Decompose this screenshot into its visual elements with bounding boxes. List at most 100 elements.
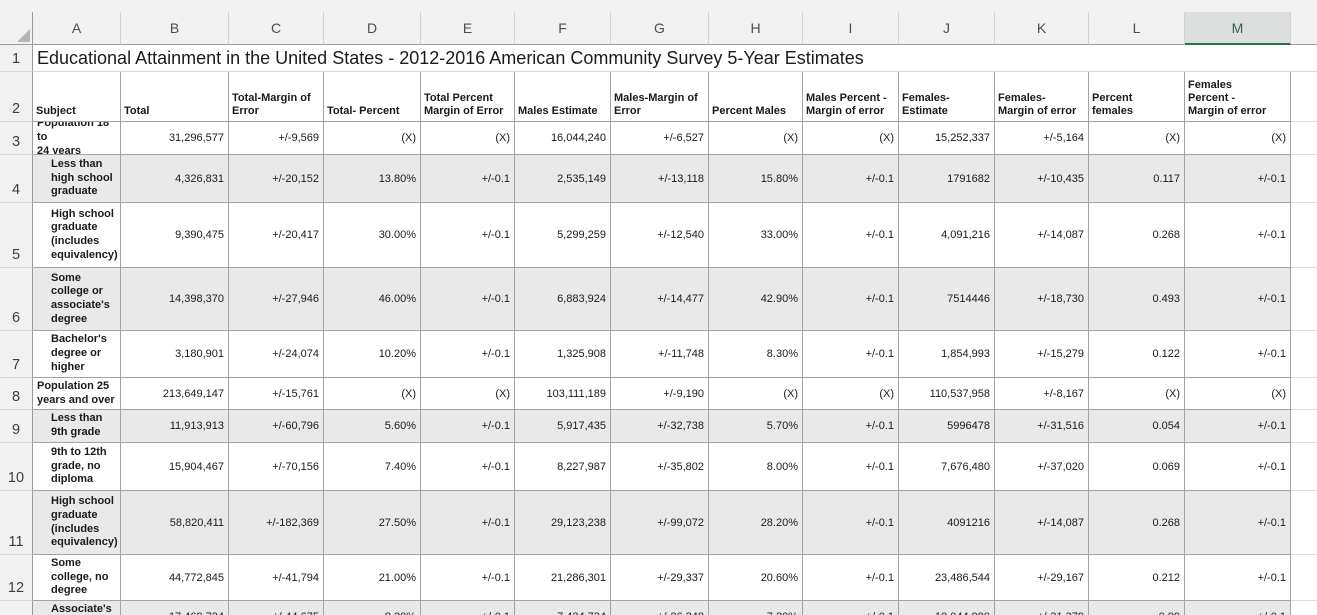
- cell-h7[interactable]: 8.30%: [709, 331, 803, 378]
- header-cell-g2[interactable]: Males-Margin of Error: [611, 72, 709, 122]
- cell-c11[interactable]: +/-182,369: [229, 491, 324, 555]
- cell-b12[interactable]: 44,772,845: [121, 555, 229, 601]
- cell-k12[interactable]: +/-29,167: [995, 555, 1089, 601]
- cell-d13[interactable]: 8.20%: [324, 601, 421, 615]
- select-all-corner[interactable]: [0, 12, 33, 45]
- cell-g5[interactable]: +/-12,540: [611, 203, 709, 268]
- row-header-2[interactable]: 2: [0, 72, 33, 122]
- cell-c8[interactable]: +/-15,761: [229, 378, 324, 410]
- cell-i3[interactable]: (X): [803, 122, 899, 155]
- cell-m3[interactable]: (X): [1185, 122, 1291, 155]
- column-header-l[interactable]: L: [1089, 12, 1185, 45]
- column-header-d[interactable]: D: [324, 12, 421, 45]
- row-header-12[interactable]: 12: [0, 555, 33, 601]
- cell-j8[interactable]: 110,537,958: [899, 378, 995, 410]
- cell-f8[interactable]: 103,111,189: [515, 378, 611, 410]
- cell-e8[interactable]: (X): [421, 378, 515, 410]
- header-cell-c2[interactable]: Total-Margin of Error: [229, 72, 324, 122]
- cell-e10[interactable]: +/-0.1: [421, 443, 515, 491]
- cell-k13[interactable]: +/-31,379: [995, 601, 1089, 615]
- cell-d9[interactable]: 5.60%: [324, 410, 421, 443]
- cell-l3[interactable]: (X): [1089, 122, 1185, 155]
- cell-h12[interactable]: 20.60%: [709, 555, 803, 601]
- cell-m13[interactable]: +/-0.1: [1185, 601, 1291, 615]
- cell-d12[interactable]: 21.00%: [324, 555, 421, 601]
- cell-m9[interactable]: +/-0.1: [1185, 410, 1291, 443]
- cell-j9[interactable]: 5996478: [899, 410, 995, 443]
- cell-f9[interactable]: 5,917,435: [515, 410, 611, 443]
- cell-m7[interactable]: +/-0.1: [1185, 331, 1291, 378]
- cell-f5[interactable]: 5,299,259: [515, 203, 611, 268]
- cell-d8[interactable]: (X): [324, 378, 421, 410]
- cell-g11[interactable]: +/-99,072: [611, 491, 709, 555]
- cell-h9[interactable]: 5.70%: [709, 410, 803, 443]
- cell-l12[interactable]: 0.212: [1089, 555, 1185, 601]
- cell-i9[interactable]: +/-0.1: [803, 410, 899, 443]
- column-header-a[interactable]: A: [33, 12, 121, 45]
- row-header-4[interactable]: 4: [0, 155, 33, 203]
- cell-g6[interactable]: +/-14,477: [611, 268, 709, 331]
- cell-f3[interactable]: 16,044,240: [515, 122, 611, 155]
- cell-c5[interactable]: +/-20,417: [229, 203, 324, 268]
- header-cell-e2[interactable]: Total Percent Margin of Error: [421, 72, 515, 122]
- cell-b9[interactable]: 11,913,913: [121, 410, 229, 443]
- cell-l9[interactable]: 0.054: [1089, 410, 1185, 443]
- cell-l10[interactable]: 0.069: [1089, 443, 1185, 491]
- cell-k9[interactable]: +/-31,516: [995, 410, 1089, 443]
- cell-b7[interactable]: 3,180,901: [121, 331, 229, 378]
- cell-k8[interactable]: +/-8,167: [995, 378, 1089, 410]
- column-header-i[interactable]: I: [803, 12, 899, 45]
- cell-h11[interactable]: 28.20%: [709, 491, 803, 555]
- cell-l11[interactable]: 0.268: [1089, 491, 1185, 555]
- cell-g7[interactable]: +/-11,748: [611, 331, 709, 378]
- cell-h13[interactable]: 7.20%: [709, 601, 803, 615]
- cell-l8[interactable]: (X): [1089, 378, 1185, 410]
- cell-j4[interactable]: 1791682: [899, 155, 995, 203]
- row-header-6[interactable]: 6: [0, 268, 33, 331]
- cell-b8[interactable]: 213,649,147: [121, 378, 229, 410]
- cell-h8[interactable]: (X): [709, 378, 803, 410]
- column-header-m[interactable]: M: [1185, 12, 1291, 45]
- cell-h6[interactable]: 42.90%: [709, 268, 803, 331]
- header-cell-i2[interactable]: Males Percent - Margin of error: [803, 72, 899, 122]
- cell-l5[interactable]: 0.268: [1089, 203, 1185, 268]
- header-cell-j2[interactable]: Females- Estimate: [899, 72, 995, 122]
- column-header-e[interactable]: E: [421, 12, 515, 45]
- cell-h10[interactable]: 8.00%: [709, 443, 803, 491]
- cell-c4[interactable]: +/-20,152: [229, 155, 324, 203]
- cell-c9[interactable]: +/-60,796: [229, 410, 324, 443]
- cell-e5[interactable]: +/-0.1: [421, 203, 515, 268]
- cell-b10[interactable]: 15,904,467: [121, 443, 229, 491]
- cell-e3[interactable]: (X): [421, 122, 515, 155]
- row-header-10[interactable]: 10: [0, 443, 33, 491]
- cell-d3[interactable]: (X): [324, 122, 421, 155]
- cell-l13[interactable]: 0.09: [1089, 601, 1185, 615]
- cell-k10[interactable]: +/-37,020: [995, 443, 1089, 491]
- cell-k7[interactable]: +/-15,279: [995, 331, 1089, 378]
- cell-l6[interactable]: 0.493: [1089, 268, 1185, 331]
- cell-a11[interactable]: High school graduate (includes equivalen…: [33, 491, 121, 555]
- cell-j10[interactable]: 7,676,480: [899, 443, 995, 491]
- cell-a5[interactable]: High school graduate (includes equivalen…: [33, 203, 121, 268]
- cell-k3[interactable]: +/-5,164: [995, 122, 1089, 155]
- header-cell-d2[interactable]: Total- Percent: [324, 72, 421, 122]
- column-header-b[interactable]: B: [121, 12, 229, 45]
- column-header-k[interactable]: K: [995, 12, 1089, 45]
- cell-m6[interactable]: +/-0.1: [1185, 268, 1291, 331]
- cell-i10[interactable]: +/-0.1: [803, 443, 899, 491]
- cell-j5[interactable]: 4,091,216: [899, 203, 995, 268]
- cell-g9[interactable]: +/-32,738: [611, 410, 709, 443]
- cell-i7[interactable]: +/-0.1: [803, 331, 899, 378]
- cell-e13[interactable]: +/-0.1: [421, 601, 515, 615]
- cell-a8[interactable]: Population 25 years and over: [33, 378, 121, 410]
- cell-g3[interactable]: +/-6,527: [611, 122, 709, 155]
- cell-d7[interactable]: 10.20%: [324, 331, 421, 378]
- cell-b6[interactable]: 14,398,370: [121, 268, 229, 331]
- cell-h3[interactable]: (X): [709, 122, 803, 155]
- row-header-5[interactable]: 5: [0, 203, 33, 268]
- cell-f10[interactable]: 8,227,987: [515, 443, 611, 491]
- cell-c10[interactable]: +/-70,156: [229, 443, 324, 491]
- cell-m11[interactable]: +/-0.1: [1185, 491, 1291, 555]
- row-header-9[interactable]: 9: [0, 410, 33, 443]
- column-header-j[interactable]: J: [899, 12, 995, 45]
